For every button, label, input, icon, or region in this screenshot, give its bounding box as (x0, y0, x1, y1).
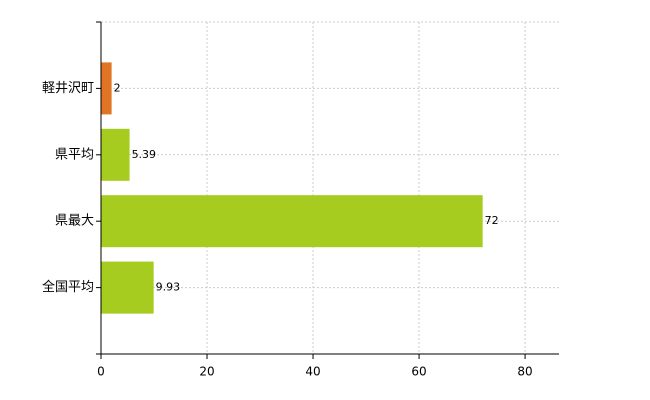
x-tick-label: 40 (305, 365, 320, 379)
y-tick-label: 軽井沢町 (42, 81, 94, 96)
x-tick-label: 60 (411, 365, 426, 379)
x-tick-label: 80 (517, 365, 532, 379)
value-label: 72 (485, 214, 499, 227)
bar (101, 261, 154, 314)
y-tick-label: 県最大 (55, 214, 94, 229)
value-label: 5.39 (132, 148, 157, 161)
y-tick-label: 全国平均 (42, 279, 94, 295)
value-label: 2 (114, 81, 121, 94)
y-tick-label: 県平均 (55, 147, 94, 162)
bar (101, 62, 112, 115)
bar (101, 128, 130, 181)
bar (101, 195, 483, 248)
value-label: 9.93 (156, 281, 181, 294)
x-tick-label: 20 (199, 365, 214, 379)
x-tick-label: 0 (97, 365, 105, 379)
